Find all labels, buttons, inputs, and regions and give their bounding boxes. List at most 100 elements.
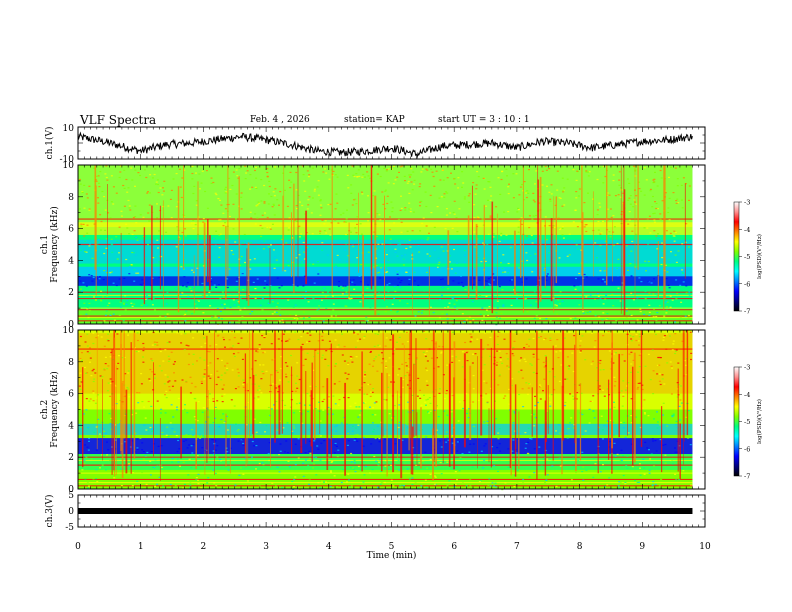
noise-speckle (569, 393, 572, 395)
noise-speckle (249, 429, 252, 432)
noise-speckle (302, 241, 305, 244)
blue-band (78, 438, 693, 455)
noise-speckle (521, 183, 523, 186)
noise-speckle (537, 401, 539, 404)
noise-speckle (223, 303, 226, 305)
noise-speckle (535, 315, 538, 317)
noise-speckle (630, 363, 633, 365)
noise-speckle (651, 485, 654, 487)
noise-speckle (575, 191, 578, 193)
noise-speckle (377, 333, 379, 335)
noise-speckle (621, 211, 623, 213)
noise-speckle (89, 270, 92, 272)
noise-speckle (495, 206, 498, 208)
noise-speckle (526, 165, 529, 167)
noise-speckle (161, 432, 164, 434)
noise-speckle (527, 238, 530, 240)
noise-speckle (306, 170, 309, 172)
noise-speckle (304, 459, 307, 461)
noise-speckle (578, 272, 581, 275)
noise-speckle (421, 461, 424, 463)
noise-speckle (116, 333, 119, 335)
noise-speckle (539, 384, 542, 386)
noise-speckle (488, 478, 491, 480)
noise-speckle (612, 174, 615, 176)
noise-speckle (106, 179, 109, 181)
noise-speckle (222, 336, 225, 339)
noise-speckle (497, 470, 499, 472)
noise-speckle (625, 248, 628, 250)
noise-speckle (238, 474, 241, 476)
noise-speckle (286, 452, 289, 454)
noise-speckle (523, 347, 526, 349)
noise-speckle (389, 238, 392, 240)
noise-speckle (200, 182, 203, 184)
noise-speckle (436, 408, 439, 410)
noise-speckle (203, 373, 206, 375)
noise-speckle (222, 225, 225, 227)
noise-speckle (215, 268, 218, 270)
noise-speckle (226, 369, 229, 371)
noise-speckle (680, 311, 683, 313)
noise-speckle (86, 197, 89, 199)
noise-speckle (289, 406, 292, 408)
noise-speckle (362, 481, 365, 483)
noise-speckle (340, 422, 343, 424)
noise-speckle (390, 381, 393, 383)
noise-speckle (484, 280, 486, 282)
noise-speckle (451, 435, 454, 437)
noise-speckle (291, 390, 294, 392)
noise-speckle (408, 241, 411, 243)
noise-speckle (450, 411, 453, 413)
noise-speckle (151, 360, 154, 362)
noise-speckle (557, 318, 560, 320)
noise-speckle (627, 475, 630, 477)
noise-speckle (327, 406, 330, 409)
noise-speckle (341, 354, 344, 356)
noise-speckle (503, 211, 506, 213)
noise-speckle (685, 416, 688, 418)
ch1-trace-line (77, 131, 693, 159)
noise-speckle (358, 249, 360, 251)
noise-speckle (198, 434, 201, 436)
noise-speckle (205, 301, 208, 303)
noise-speckle (431, 171, 434, 173)
noise-speckle (487, 165, 490, 167)
noise-speckle (242, 386, 245, 388)
noise-speckle (110, 271, 113, 273)
noise-speckle (339, 214, 342, 216)
noise-speckle (106, 295, 109, 297)
noise-speckle (141, 449, 144, 451)
noise-speckle (656, 312, 659, 314)
noise-speckle (602, 165, 605, 167)
noise-speckle (148, 378, 151, 380)
noise-speckle (662, 402, 665, 404)
noise-speckle (661, 250, 664, 252)
noise-speckle (219, 297, 222, 299)
noise-speckle (151, 466, 154, 468)
noise-speckle (612, 180, 615, 182)
noise-speckle (85, 193, 88, 195)
noise-speckle (254, 288, 257, 290)
noise-speckle (271, 206, 274, 208)
noise-speckle (233, 405, 236, 407)
noise-speckle (649, 190, 652, 192)
noise-speckle (533, 291, 536, 293)
noise-speckle (561, 166, 564, 168)
noise-speckle (195, 172, 197, 174)
noise-speckle (620, 223, 623, 225)
noise-speckle (629, 371, 632, 373)
noise-speckle (373, 345, 376, 347)
noise-speckle (463, 261, 466, 263)
noise-speckle (181, 285, 184, 287)
noise-speckle (428, 412, 431, 414)
spectrogram-ytick-label: 6 (68, 390, 74, 400)
noise-speckle (487, 278, 490, 280)
noise-speckle (459, 458, 462, 460)
noise-speckle (217, 198, 220, 200)
noise-speckle (313, 440, 316, 442)
noise-speckle (411, 394, 414, 396)
noise-speckle (95, 449, 98, 451)
noise-speckle (629, 272, 632, 274)
noise-speckle (191, 452, 194, 454)
